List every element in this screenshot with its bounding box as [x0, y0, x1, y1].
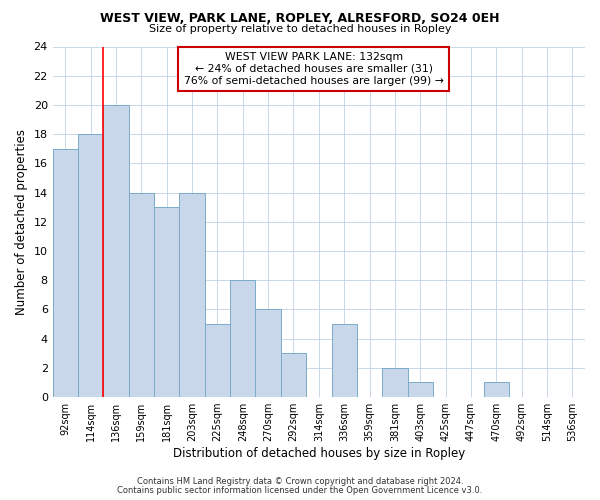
Text: Size of property relative to detached houses in Ropley: Size of property relative to detached ho… — [149, 24, 451, 34]
Bar — [407, 382, 433, 397]
Y-axis label: Number of detached properties: Number of detached properties — [15, 129, 28, 315]
X-axis label: Distribution of detached houses by size in Ropley: Distribution of detached houses by size … — [173, 447, 465, 460]
Bar — [484, 382, 509, 397]
Text: Contains HM Land Registry data © Crown copyright and database right 2024.: Contains HM Land Registry data © Crown c… — [137, 478, 463, 486]
Bar — [205, 324, 230, 397]
Bar — [230, 280, 256, 397]
Bar — [256, 310, 281, 397]
Text: WEST VIEW PARK LANE: 132sqm
← 24% of detached houses are smaller (31)
76% of sem: WEST VIEW PARK LANE: 132sqm ← 24% of det… — [184, 52, 444, 86]
Bar — [78, 134, 103, 397]
Bar — [53, 149, 78, 397]
Bar — [382, 368, 407, 397]
Text: Contains public sector information licensed under the Open Government Licence v3: Contains public sector information licen… — [118, 486, 482, 495]
Bar — [281, 354, 306, 397]
Text: WEST VIEW, PARK LANE, ROPLEY, ALRESFORD, SO24 0EH: WEST VIEW, PARK LANE, ROPLEY, ALRESFORD,… — [100, 12, 500, 26]
Bar — [154, 207, 179, 397]
Bar — [332, 324, 357, 397]
Bar — [129, 192, 154, 397]
Bar — [103, 105, 129, 397]
Bar — [179, 192, 205, 397]
